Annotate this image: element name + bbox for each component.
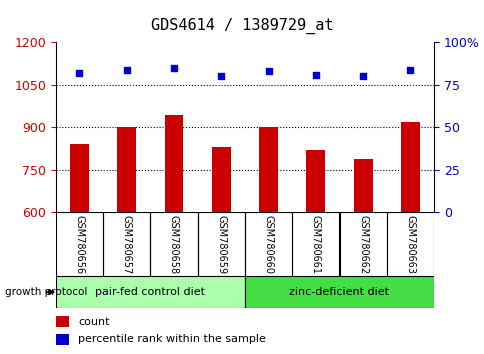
Text: GDS4614 / 1389729_at: GDS4614 / 1389729_at: [151, 18, 333, 34]
Bar: [150, 212, 197, 276]
Point: [170, 65, 178, 71]
Bar: [244, 276, 433, 308]
Bar: [386, 212, 433, 276]
Bar: [244, 212, 291, 276]
Text: GSM780657: GSM780657: [121, 215, 132, 274]
Point: [311, 72, 319, 78]
Bar: [56, 334, 69, 345]
Text: GSM780663: GSM780663: [405, 215, 415, 274]
Bar: [70, 144, 89, 212]
Bar: [197, 212, 244, 276]
Point: [76, 70, 83, 76]
Bar: [258, 127, 277, 212]
Text: pair-fed control diet: pair-fed control diet: [95, 287, 205, 297]
Text: GSM780661: GSM780661: [310, 215, 320, 274]
Text: GSM780656: GSM780656: [74, 215, 84, 274]
Text: GSM780659: GSM780659: [216, 215, 226, 274]
Bar: [103, 212, 150, 276]
Point: [217, 74, 225, 79]
Text: GSM780660: GSM780660: [263, 215, 273, 274]
Text: growth protocol: growth protocol: [5, 287, 87, 297]
Text: GSM780662: GSM780662: [357, 215, 367, 274]
Bar: [306, 150, 325, 212]
Text: GSM780658: GSM780658: [168, 215, 179, 274]
Bar: [56, 316, 69, 327]
Bar: [339, 212, 386, 276]
Bar: [291, 212, 339, 276]
Text: percentile rank within the sample: percentile rank within the sample: [78, 335, 266, 344]
Point: [359, 74, 366, 79]
Bar: [56, 276, 244, 308]
Text: count: count: [78, 317, 110, 327]
Bar: [400, 122, 419, 212]
Point: [406, 67, 413, 73]
Point: [122, 67, 130, 73]
Bar: [56, 212, 103, 276]
Bar: [164, 115, 183, 212]
Bar: [353, 159, 372, 212]
Bar: [212, 147, 230, 212]
Point: [264, 69, 272, 74]
Bar: [117, 127, 136, 212]
Text: zinc-deficient diet: zinc-deficient diet: [289, 287, 389, 297]
